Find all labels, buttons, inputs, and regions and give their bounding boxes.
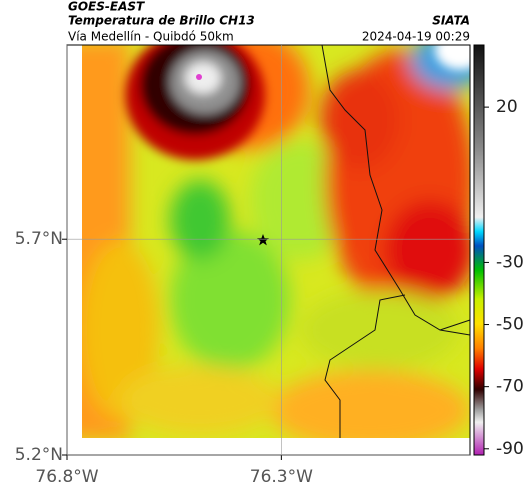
- location-marker: [257, 234, 269, 246]
- borders: [321, 44, 471, 438]
- colorbar-tick-label: -50: [496, 315, 524, 335]
- source: SIATA: [432, 14, 470, 28]
- x-tick-label: 76.3°W: [250, 467, 313, 487]
- colorbar-tick-label: -70: [496, 377, 524, 397]
- colorbar-tick-label: 20: [496, 97, 518, 117]
- y-tick-label: 5.2°N: [15, 445, 63, 465]
- colorbar-tick-label: -30: [496, 252, 524, 272]
- title: Temperatura de Brillo CH13: [68, 14, 255, 28]
- imagery: [82, 45, 470, 438]
- date: 2024-04-19 00:29: [362, 30, 470, 44]
- x-tick-label: 76.8°W: [35, 467, 98, 487]
- satellite: GOES-EAST: [68, 0, 145, 14]
- subtitle: Vía Medellín - Quibdó 50km: [68, 30, 234, 44]
- colorbar: [473, 44, 485, 456]
- colorbar-tick-label: -90: [496, 439, 524, 459]
- y-tick-label: 5.7°N: [15, 229, 63, 249]
